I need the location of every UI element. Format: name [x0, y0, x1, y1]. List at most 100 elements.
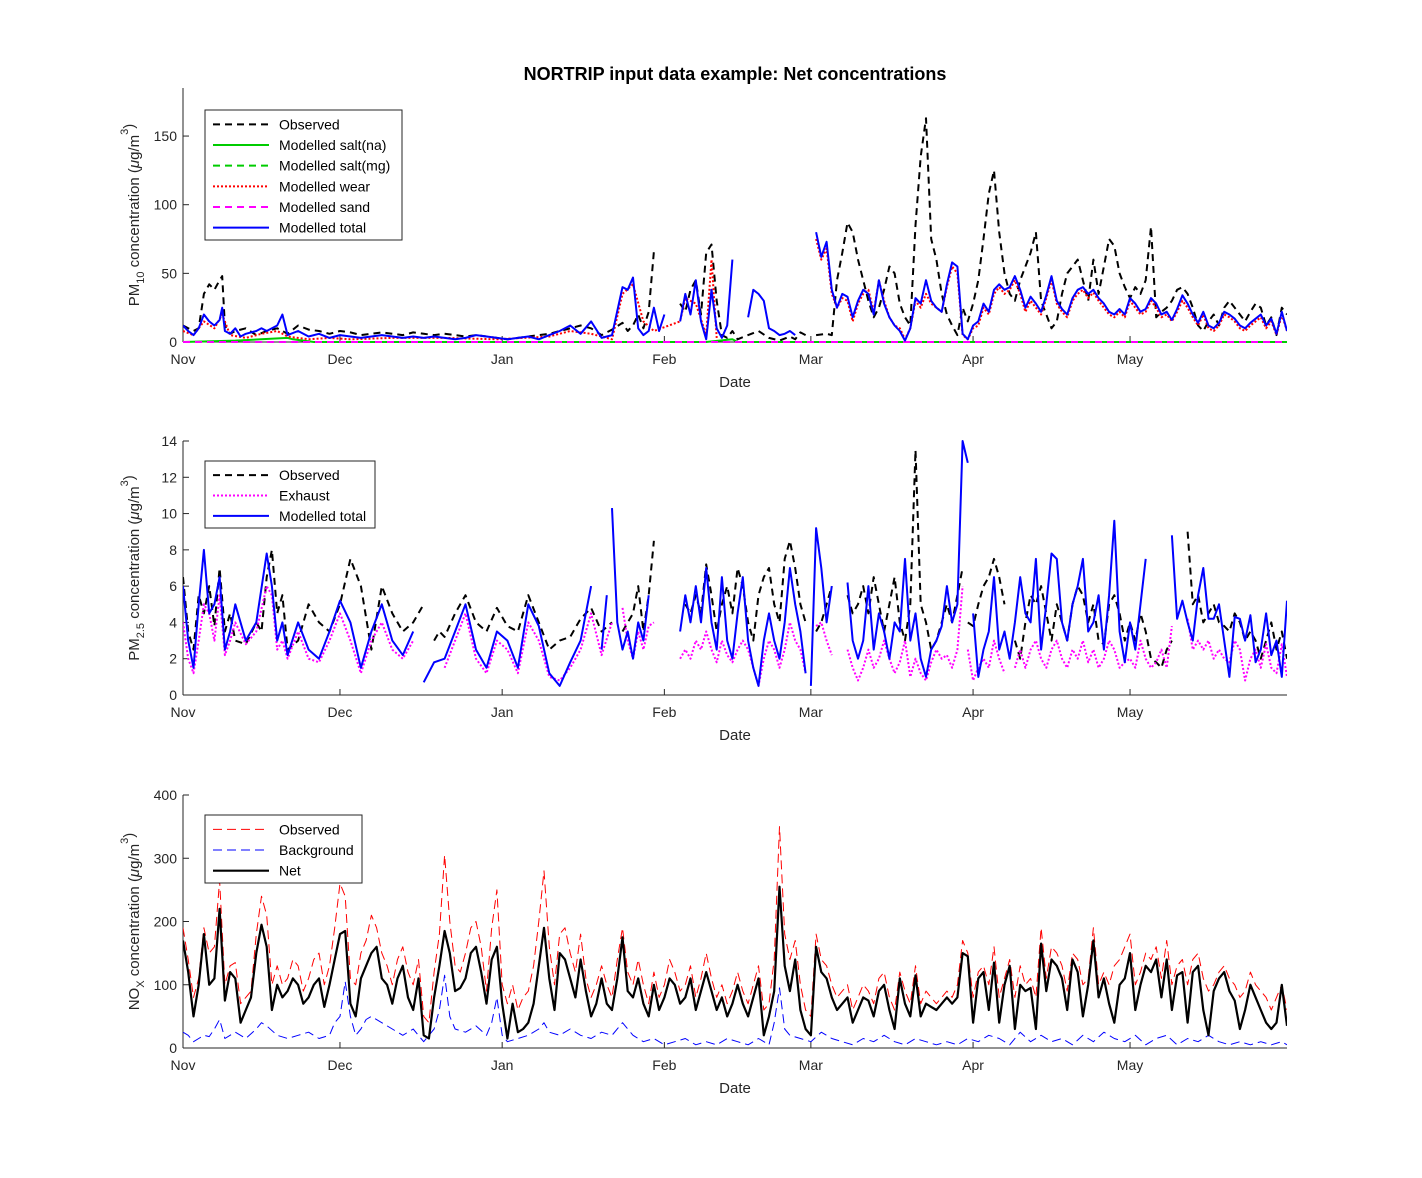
y-label-part: 2.5	[135, 623, 147, 638]
pm25-legend-label-observed: Observed	[279, 467, 340, 483]
pm10-x-tick-label: Feb	[652, 351, 676, 367]
y-label-part: μ	[126, 511, 143, 520]
pm25-series-modelled-total	[600, 595, 608, 650]
pm25-series-exhaust	[1186, 618, 1287, 682]
nox-y-label: NOX concentration (μg/m3)	[119, 833, 147, 1011]
pm25-series-modelled-total	[1170, 535, 1287, 678]
pm25-legend-label-modelled-total: Modelled total	[279, 508, 366, 524]
y-label-part: concentration (	[126, 168, 143, 271]
pm25-x-tick-label: Mar	[799, 704, 823, 720]
y-label-part: 3	[119, 129, 131, 135]
pm10-legend-label-modelled-salt-mg: Modelled salt(mg)	[279, 158, 390, 174]
pm25-series-modelled-total	[183, 548, 415, 669]
pm25-x-tick-label: Dec	[328, 704, 353, 720]
pm25-x-tick-label: May	[1117, 704, 1143, 720]
pm25-series-modelled-total	[846, 440, 969, 678]
nox-x-tick-label: May	[1117, 1057, 1143, 1073]
pm25-legend: Observed Exhaust Modelled total	[204, 460, 376, 529]
y-label-part: g/m	[126, 844, 143, 869]
pm10-series-group	[183, 117, 1287, 343]
nox-legend-label-observed: Observed	[279, 821, 340, 837]
pm25-x-tick-label: Apr	[962, 704, 984, 720]
pm10-legend-box	[204, 109, 403, 241]
pm25-series-modelled-total	[611, 508, 650, 660]
pm25-y-tick-label: 6	[169, 578, 177, 594]
y-label-part: PM	[126, 638, 143, 661]
pm25-x-tick-label: Feb	[652, 704, 676, 720]
chart-pm25: 0 2 4 6 8 10 12 14 Nov Dec Jan Feb Mar Apr May Date PM2.…	[119, 433, 1287, 744]
pm25-series-observed	[1186, 531, 1287, 660]
nox-y-tick-label: 200	[154, 914, 178, 930]
pm25-y-label: PM2.5 concentration (μg/m3)	[119, 475, 147, 661]
pm25-x-label: Date	[719, 727, 751, 744]
nox-series-background	[183, 974, 1287, 1046]
pm25-series-exhaust	[815, 621, 833, 656]
pm10-x-tick-label: Nov	[171, 351, 196, 367]
nox-series-observed	[183, 826, 1287, 1024]
pm25-y-tick-label: 4	[169, 614, 177, 630]
pm10-legend-label-observed: Observed	[279, 116, 340, 132]
pm25-x-tick-label: Jan	[491, 704, 514, 720]
pm10-legend-label-modelled-salt-na: Modelled salt(na)	[279, 137, 386, 153]
pm25-y-tick-label: 14	[161, 433, 177, 449]
y-label-part: 3	[119, 480, 131, 486]
chart-nox: 0 100 200 300 400 Nov Dec Jan Feb Mar Apr May Date NO…	[119, 787, 1287, 1097]
pm25-series-exhaust	[621, 607, 655, 660]
y-label-part: concentration (	[126, 877, 143, 980]
pm25-series-observed	[815, 585, 833, 632]
nox-x-tick-label: Mar	[799, 1057, 823, 1073]
pm25-series-observed	[967, 557, 1006, 628]
nox-x-tick-label: Nov	[171, 1057, 196, 1073]
y-label-part: g/m	[126, 135, 143, 160]
pm25-series-group	[183, 440, 1287, 687]
nox-y-tick-label: 100	[154, 977, 178, 993]
pm25-series-modelled-total	[972, 519, 1147, 678]
nox-y-tick-label: 0	[169, 1040, 177, 1056]
pm25-series-exhaust	[1013, 625, 1173, 669]
pm10-legend-label-modelled-sand: Modelled sand	[279, 199, 370, 215]
y-label-part: concentration (	[126, 520, 143, 623]
pm10-legend-label-modelled-total: Modelled total	[279, 220, 366, 236]
pm25-series-exhaust	[679, 621, 807, 687]
pm10-series-modelled-total	[679, 259, 734, 341]
pm10-x-tick-label: Dec	[328, 351, 353, 367]
nox-x-label: Date	[719, 1080, 751, 1097]
y-label-part: g/m	[126, 486, 143, 511]
pm10-series-modelled-total	[747, 288, 796, 337]
pm25-series-exhaust	[443, 612, 613, 682]
pm25-series-observed	[621, 540, 655, 633]
nox-x-tick-label: Jan	[491, 1057, 514, 1073]
pm10-y-label: PM10 concentration (μg/m3)	[119, 124, 147, 307]
chart-pm10: 0 50 100 150 Nov Dec Jan Feb Mar Apr May Date PM10 c…	[119, 88, 1287, 391]
y-label-part: 10	[135, 272, 147, 284]
pm25-series-observed	[1013, 585, 1173, 669]
pm25-series-modelled-total	[809, 527, 833, 686]
pm10-y-tick-label: 50	[161, 265, 177, 281]
nox-series-group	[183, 826, 1287, 1046]
pm10-series-modelled-total	[183, 276, 666, 341]
pm10-x-label: Date	[719, 374, 751, 391]
pm25-y-tick-label: 8	[169, 542, 177, 558]
pm25-series-exhaust	[966, 639, 1006, 682]
y-label-part: )	[121, 833, 138, 838]
nox-x-tick-label: Feb	[652, 1057, 676, 1073]
y-label-part: )	[121, 124, 138, 129]
y-label-part: μ	[126, 160, 143, 169]
figure-title: NORTRIP input data example: Net concentr…	[524, 64, 947, 84]
pm10-y-tick-label: 0	[169, 334, 177, 350]
pm10-x-tick-label: Apr	[962, 351, 984, 367]
pm10-y-tick-label: 150	[154, 128, 178, 144]
pm10-legend-label-modelled-wear: Modelled wear	[279, 178, 370, 194]
pm25-x-tick-label: Nov	[171, 704, 196, 720]
nox-legend-label-background: Background	[279, 842, 354, 858]
nox-y-tick-label: 400	[154, 787, 178, 803]
nox-x-tick-label: Dec	[328, 1057, 353, 1073]
pm25-y-tick-label: 2	[169, 651, 177, 667]
pm10-x-tick-label: Jan	[491, 351, 514, 367]
y-label-part: PM	[126, 284, 143, 307]
nox-legend: Observed Background Net	[204, 814, 363, 884]
pm25-series-modelled-total	[422, 585, 593, 687]
pm10-series-observed	[815, 117, 1287, 337]
